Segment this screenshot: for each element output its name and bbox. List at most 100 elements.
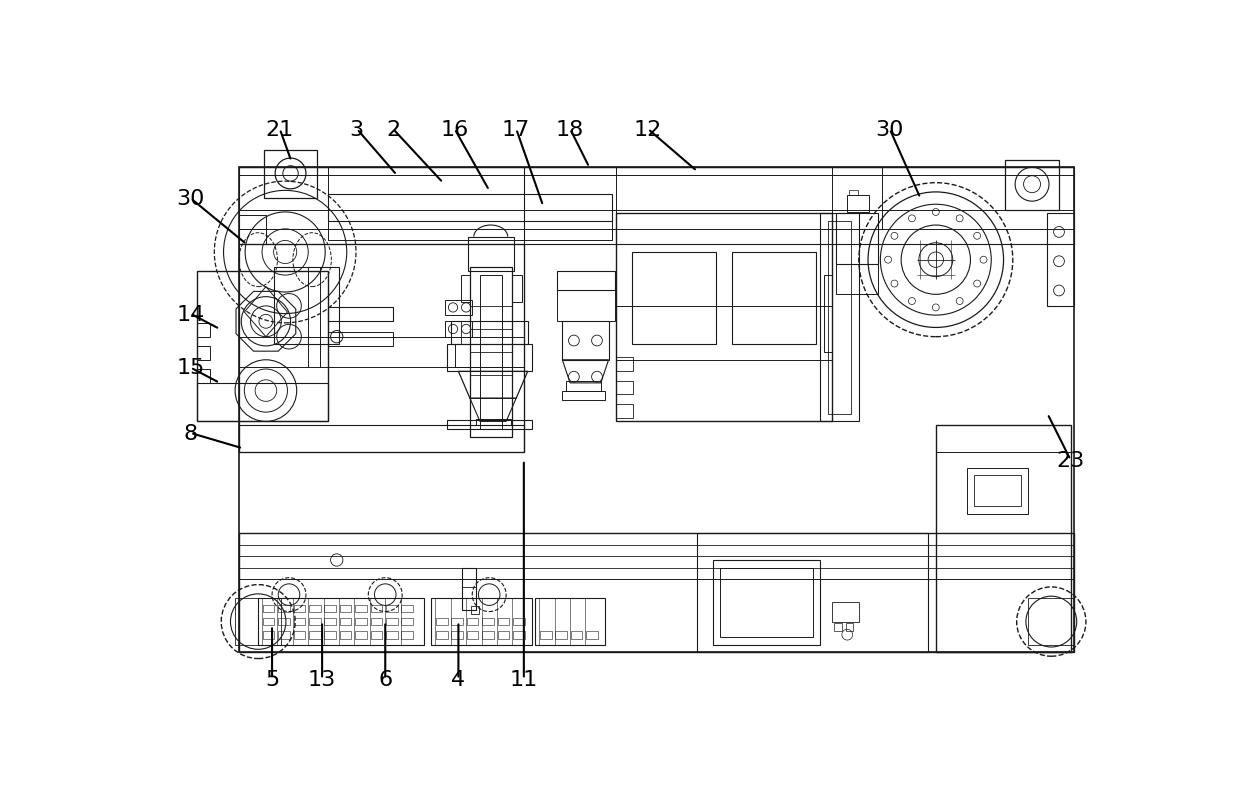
Bar — [1006, 161, 1059, 210]
Bar — [513, 618, 525, 625]
Bar — [445, 322, 472, 337]
Bar — [975, 476, 1021, 506]
Text: 15: 15 — [176, 358, 205, 378]
Bar — [386, 631, 398, 639]
Bar — [451, 631, 463, 639]
Bar — [563, 322, 609, 360]
Bar — [541, 631, 552, 639]
Bar — [274, 268, 339, 345]
Bar — [567, 382, 601, 391]
Bar — [497, 618, 510, 625]
Bar — [327, 222, 613, 241]
Bar — [340, 605, 351, 612]
Text: 5: 5 — [265, 670, 279, 689]
Bar — [239, 534, 1074, 653]
Bar — [239, 168, 1074, 653]
Bar — [616, 358, 634, 372]
Bar — [239, 216, 265, 230]
Bar — [258, 599, 424, 645]
Bar — [239, 426, 523, 453]
Bar — [239, 245, 523, 453]
Bar — [197, 324, 211, 337]
Bar — [197, 272, 327, 422]
Bar — [631, 253, 717, 345]
Bar — [563, 391, 605, 401]
Bar — [497, 631, 510, 639]
Bar — [512, 276, 522, 303]
Bar — [446, 420, 532, 430]
Text: 2: 2 — [386, 120, 401, 139]
Bar — [386, 618, 398, 625]
Bar — [570, 631, 583, 639]
Bar — [616, 381, 634, 395]
Text: 16: 16 — [440, 120, 469, 139]
Bar — [463, 568, 476, 610]
Text: 3: 3 — [350, 120, 363, 139]
Bar — [825, 276, 832, 353]
Bar — [469, 238, 513, 272]
Text: 18: 18 — [556, 120, 584, 139]
Bar — [309, 618, 321, 625]
Bar — [713, 560, 821, 645]
Bar — [327, 333, 393, 346]
Bar — [556, 631, 567, 639]
Bar — [402, 631, 413, 639]
Bar — [513, 631, 525, 639]
Bar — [849, 191, 858, 195]
Bar — [1048, 214, 1074, 307]
Bar — [327, 308, 393, 322]
Bar — [467, 631, 479, 639]
Bar — [355, 605, 367, 612]
Bar — [371, 605, 382, 612]
Bar — [355, 631, 367, 639]
Bar — [616, 405, 634, 418]
Bar — [340, 618, 351, 625]
Bar — [847, 195, 869, 212]
Bar — [325, 605, 336, 612]
Bar — [461, 276, 470, 303]
Bar — [402, 605, 413, 612]
Bar — [967, 468, 1028, 514]
Bar — [846, 624, 853, 631]
Text: 30: 30 — [176, 189, 205, 208]
Bar — [476, 419, 511, 426]
Bar — [264, 151, 316, 199]
Bar — [480, 276, 502, 430]
Bar — [470, 268, 512, 437]
Bar — [451, 618, 463, 625]
Bar — [263, 605, 274, 612]
Text: 21: 21 — [265, 120, 294, 139]
Bar — [239, 230, 265, 245]
Bar — [1028, 599, 1074, 645]
Bar — [340, 631, 351, 639]
Bar — [445, 300, 472, 315]
Bar — [294, 605, 305, 612]
Bar — [436, 631, 448, 639]
Bar — [239, 168, 1074, 245]
Bar — [327, 195, 613, 222]
Bar — [832, 603, 859, 622]
Bar — [432, 599, 532, 645]
Bar — [236, 599, 281, 645]
Bar — [309, 605, 321, 612]
Bar — [821, 214, 859, 422]
Bar — [278, 605, 290, 612]
Bar — [446, 345, 532, 372]
Bar — [371, 631, 382, 639]
Bar — [309, 631, 321, 639]
Bar — [325, 618, 336, 625]
Bar — [557, 291, 615, 322]
Bar — [278, 631, 290, 639]
Bar — [263, 631, 274, 639]
Bar — [616, 214, 832, 422]
Text: 23: 23 — [1056, 450, 1085, 470]
Text: 11: 11 — [510, 670, 538, 689]
Bar — [402, 618, 413, 625]
Text: 30: 30 — [875, 120, 904, 139]
Bar — [294, 618, 305, 625]
Bar — [732, 253, 816, 345]
Bar — [294, 631, 305, 639]
Bar — [587, 631, 598, 639]
Text: 6: 6 — [378, 670, 392, 689]
Bar — [355, 618, 367, 625]
